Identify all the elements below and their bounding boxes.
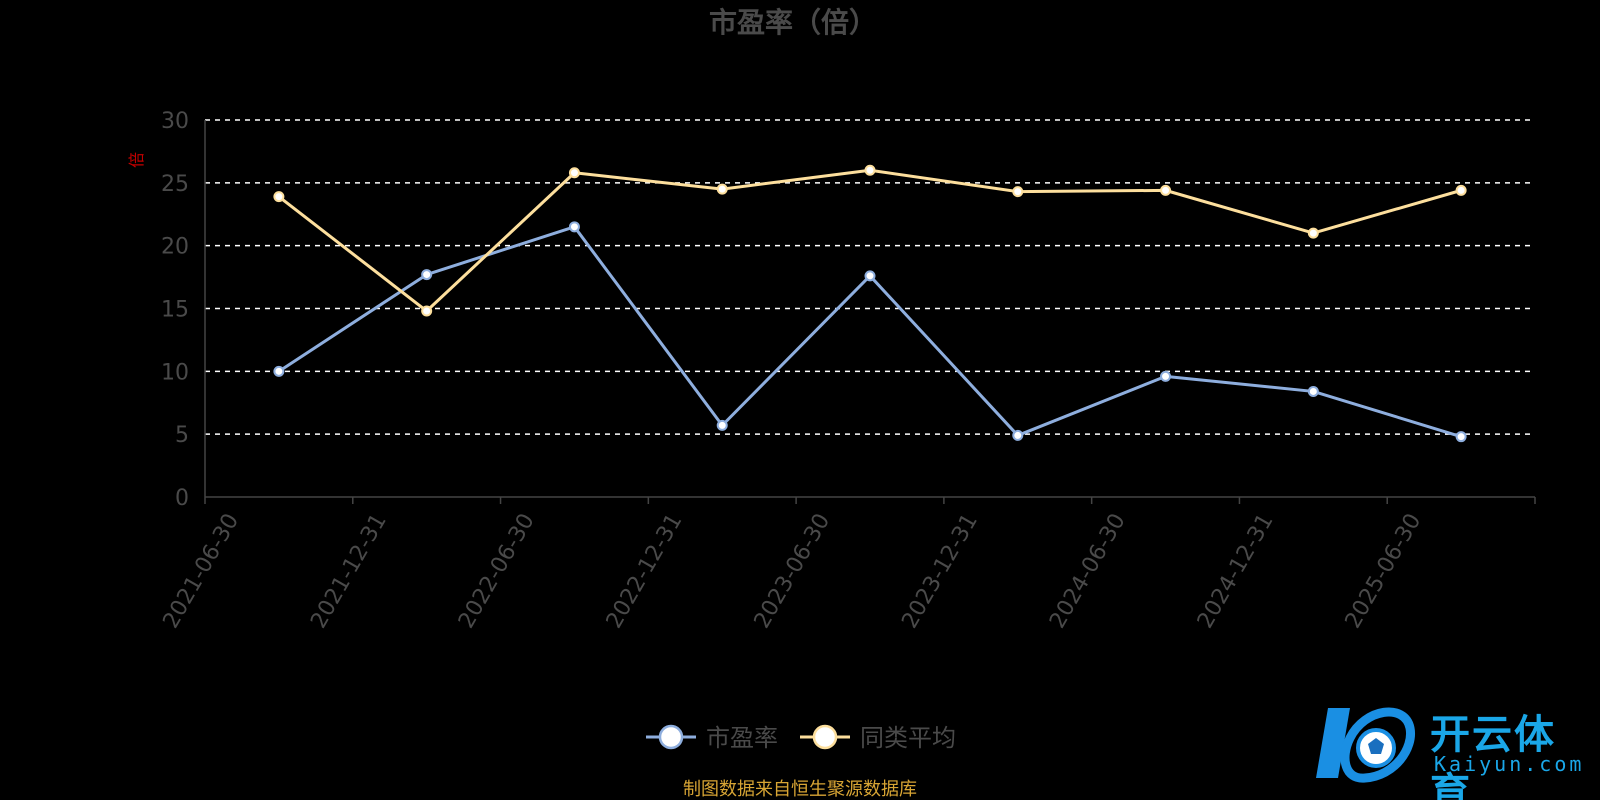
chart-title: 市盈率（倍） bbox=[709, 6, 877, 39]
x-tick-label: 2023-12-31 bbox=[897, 510, 983, 633]
data-point[interactable] bbox=[273, 365, 285, 377]
x-tick-label: 2023-06-30 bbox=[750, 510, 836, 633]
data-point[interactable] bbox=[1455, 184, 1467, 196]
y-tick-label: 10 bbox=[161, 360, 189, 385]
x-tick-label: 2022-12-31 bbox=[602, 510, 688, 633]
watermark-logo: 开云体育 Kaiyun.com bbox=[1310, 698, 1590, 800]
x-tick-label: 2021-06-30 bbox=[159, 510, 245, 633]
y-tick-label: 30 bbox=[161, 109, 189, 134]
x-tick-label: 2024-06-30 bbox=[1045, 510, 1131, 633]
data-point[interactable] bbox=[568, 167, 580, 179]
y-tick-label: 5 bbox=[175, 423, 189, 448]
legend-marker-icon bbox=[658, 724, 684, 750]
data-point[interactable] bbox=[864, 164, 876, 176]
data-point[interactable] bbox=[568, 221, 580, 233]
data-point[interactable] bbox=[421, 269, 433, 281]
y-tick-label: 20 bbox=[161, 235, 189, 260]
data-point[interactable] bbox=[716, 183, 728, 195]
data-point[interactable] bbox=[1455, 431, 1467, 443]
data-point[interactable] bbox=[1160, 184, 1172, 196]
y-tick-label: 25 bbox=[161, 172, 189, 197]
data-point[interactable] bbox=[421, 305, 433, 317]
legend[interactable]: 市盈率 同类平均 bbox=[646, 724, 956, 752]
legend-label: 同类平均 bbox=[860, 724, 956, 752]
grid-lines bbox=[205, 119, 1535, 435]
data-point[interactable] bbox=[273, 191, 285, 203]
y-axis-unit-label: 倍 bbox=[127, 152, 146, 168]
legend-label: 市盈率 bbox=[706, 724, 778, 752]
data-point[interactable] bbox=[1307, 385, 1319, 397]
data-point[interactable] bbox=[864, 270, 876, 282]
x-tick-label: 2021-12-31 bbox=[306, 509, 392, 632]
legend-item-pe[interactable]: 市盈率 bbox=[646, 724, 778, 752]
data-point[interactable] bbox=[1012, 186, 1024, 198]
x-tick-label: 2022-06-30 bbox=[454, 510, 540, 633]
legend-item-peer-avg[interactable]: 同类平均 bbox=[800, 724, 956, 752]
series-line-peer-avg bbox=[277, 168, 1462, 313]
series-line-pe bbox=[278, 225, 1462, 439]
kaiyun-logo-icon bbox=[1316, 707, 1416, 783]
data-point[interactable] bbox=[1307, 227, 1319, 239]
watermark-text-en: Kaiyun.com bbox=[1434, 752, 1585, 776]
legend-marker-icon bbox=[812, 724, 838, 750]
y-tick-label: 15 bbox=[161, 298, 189, 323]
series-lines bbox=[273, 164, 1467, 443]
data-point[interactable] bbox=[1012, 429, 1024, 441]
y-tick-label: 0 bbox=[175, 486, 189, 511]
data-point[interactable] bbox=[716, 419, 728, 431]
data-point[interactable] bbox=[1160, 370, 1172, 382]
x-tick-label: 2025-06-30 bbox=[1341, 510, 1427, 633]
source-note: 制图数据来自恒生聚源数据库 bbox=[683, 779, 917, 800]
x-tick-label: 2024-12-31 bbox=[1193, 510, 1279, 633]
watermark-text-cn: 开云体育 bbox=[1430, 712, 1556, 800]
